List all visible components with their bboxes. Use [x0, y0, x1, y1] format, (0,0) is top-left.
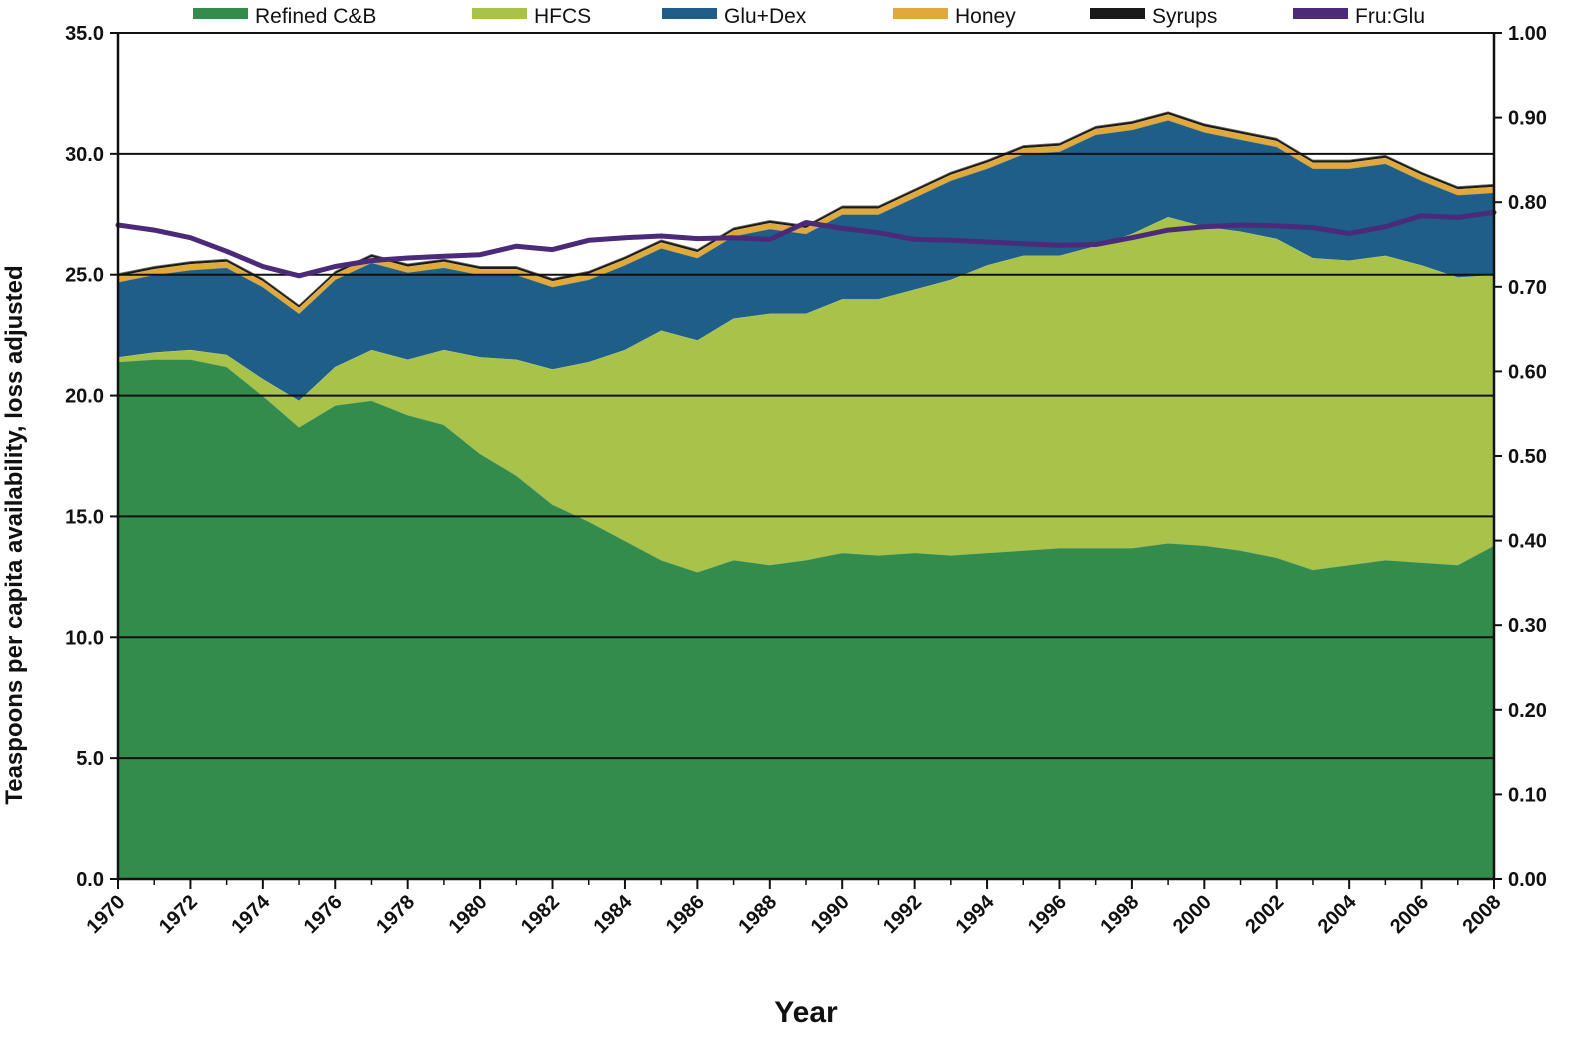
y2-tick-label: 0.10: [1508, 784, 1547, 806]
line-fru-glu: [115, 209, 1497, 279]
x-tick-label: 2000: [1169, 891, 1216, 938]
legend-swatch: [1090, 8, 1145, 19]
x-tick-label: 1978: [372, 891, 419, 938]
x-tick-label: 1972: [155, 891, 202, 938]
legend-swatch: [662, 8, 717, 19]
y2-tick-label: 0.20: [1508, 700, 1547, 722]
legend-label: Glu+Dex: [724, 5, 807, 28]
legend-label: Syrups: [1152, 5, 1217, 28]
x-tick-label: 1992: [879, 891, 926, 938]
x-tick-label: 1982: [517, 891, 564, 938]
y-tick-label: 15.0: [65, 506, 104, 528]
x-axis-ticks: 1970 1972 1974 1976 1978 1980 1982 1984 1986 1988…: [83, 879, 1506, 938]
x-tick-label: 2006: [1386, 891, 1433, 938]
left-axis-ticks: 0.0 5.0 10.0 15.0 20.0 25.0 30.0 35.0: [65, 23, 118, 891]
y2-tick-label: 0.30: [1508, 615, 1547, 637]
x-tick-label: 1996: [1024, 891, 1071, 938]
x-tick-label: 1974: [227, 890, 275, 938]
y2-tick-label: 0.80: [1508, 192, 1547, 214]
legend-swatch: [893, 8, 948, 19]
x-tick-label: 1984: [589, 890, 637, 938]
legend: Refined C&B HFCS Glu+Dex Honey Syrups Fru:Glu: [193, 5, 1425, 28]
y-tick-label: 35.0: [65, 23, 104, 45]
y2-tick-label: 0.70: [1508, 277, 1547, 299]
legend-label: Refined C&B: [255, 5, 376, 28]
ratio-lines: [115, 209, 1497, 279]
x-tick-label: 1986: [662, 891, 709, 938]
x-tick-label: 1990: [807, 891, 854, 938]
y-tick-label: 20.0: [65, 386, 104, 408]
x-tick-label: 1988: [734, 891, 781, 938]
legend-swatch: [193, 8, 248, 19]
x-tick-label: 1994: [952, 890, 1000, 938]
y-tick-label: 5.0: [76, 748, 104, 770]
y-axis-title: Teaspoons per capita availability, loss …: [1, 265, 28, 804]
y2-tick-label: 0.50: [1508, 446, 1547, 468]
x-tick-label: 1976: [300, 891, 347, 938]
x-tick-label: 1970: [83, 891, 130, 938]
y-tick-label: 10.0: [65, 627, 104, 649]
legend-swatch: [472, 8, 527, 19]
legend-swatch: [1293, 8, 1348, 19]
legend-label: HFCS: [534, 5, 591, 28]
horizontal-gridlines: [118, 32, 1494, 760]
y2-tick-label: 0.00: [1508, 869, 1547, 891]
x-tick-label: 2004: [1314, 890, 1362, 938]
x-tick-label: 1998: [1096, 891, 1143, 938]
x-axis-title: Year: [774, 996, 838, 1029]
y-tick-label: 0.0: [76, 869, 104, 891]
legend-label: Honey: [955, 5, 1016, 28]
legend-label: Fru:Glu: [1355, 5, 1425, 28]
y2-tick-label: 0.60: [1508, 361, 1547, 383]
x-tick-label: 2008: [1459, 891, 1506, 938]
x-tick-label: 2002: [1241, 891, 1288, 938]
x-tick-label: 1980: [445, 891, 492, 938]
right-axis-ticks: 0.00 0.10 0.20 0.30 0.40 0.50 0.60 0.70 0.80 0.90…: [1494, 23, 1547, 891]
y2-tick-label: 0.40: [1508, 531, 1547, 553]
y-tick-label: 25.0: [65, 265, 104, 287]
y2-tick-label: 1.00: [1508, 23, 1547, 45]
y2-tick-label: 0.90: [1508, 108, 1547, 130]
y-tick-label: 30.0: [65, 144, 104, 166]
